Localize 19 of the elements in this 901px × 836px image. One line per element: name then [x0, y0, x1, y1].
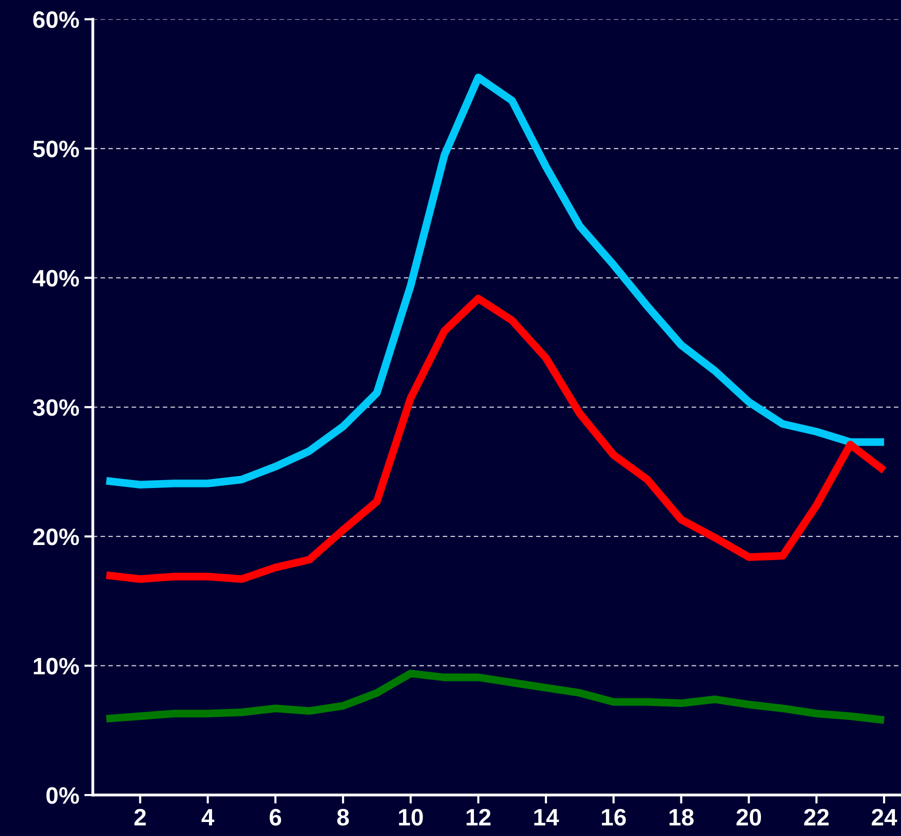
y-tick-label: 0%	[46, 787, 79, 804]
x-tick-label: 6	[270, 808, 282, 826]
x-tick-label: 2	[134, 808, 146, 826]
x-tick-label: 12	[466, 808, 490, 826]
y-tick-label: 20%	[33, 528, 79, 546]
y-tick-label: 50%	[33, 140, 79, 158]
y-tick-label: 10%	[34, 658, 79, 675]
x-tick-label: 18	[670, 808, 694, 826]
x-tick-label: 22	[804, 808, 829, 826]
x-tick-label: 4	[202, 809, 214, 826]
x-tick-label: 14	[534, 809, 559, 826]
y-tick-label: 60%	[33, 11, 79, 28]
x-tick-label: 20	[736, 808, 761, 826]
x-tick-label: 8	[337, 808, 349, 826]
x-tick-label: 10	[399, 808, 423, 826]
x-tick-label: 24	[872, 808, 898, 826]
y-tick-label: 30%	[32, 399, 79, 416]
x-tick-label: 16	[602, 808, 626, 826]
y-tick-label: 40%	[32, 270, 79, 287]
